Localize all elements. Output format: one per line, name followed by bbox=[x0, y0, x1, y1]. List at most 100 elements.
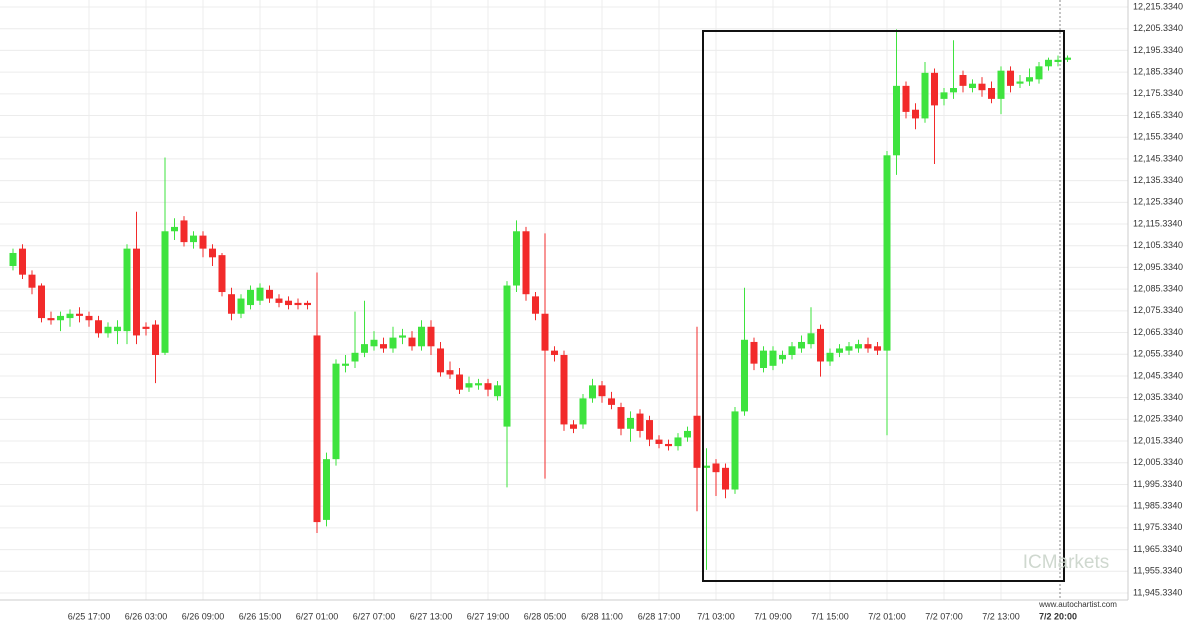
x-tick-label: 7/1 09:00 bbox=[754, 611, 792, 621]
y-tick-label: 11,965.3340 bbox=[1133, 544, 1182, 554]
candle-body bbox=[38, 285, 45, 319]
candle-body bbox=[798, 341, 805, 349]
candle-body bbox=[731, 411, 739, 490]
candle-body bbox=[351, 352, 359, 362]
y-tick-label: 12,105.3340 bbox=[1133, 240, 1183, 250]
candle-body bbox=[171, 226, 178, 232]
candle-body bbox=[807, 333, 815, 345]
y-tick-label: 12,115.3340 bbox=[1133, 218, 1182, 228]
candle-body bbox=[712, 463, 720, 473]
candle-body bbox=[503, 285, 511, 427]
candle-body bbox=[969, 83, 976, 89]
x-tick-label: 6/27 19:00 bbox=[467, 611, 510, 621]
candle-body bbox=[855, 344, 862, 349]
candle-body bbox=[1016, 81, 1024, 84]
candle-body bbox=[627, 417, 634, 429]
candle-body bbox=[532, 296, 539, 314]
y-tick-label: 12,195.3340 bbox=[1133, 45, 1183, 55]
candle-body bbox=[484, 383, 492, 390]
x-tick-label: 6/26 03:00 bbox=[125, 611, 168, 621]
candle-body bbox=[978, 83, 986, 91]
x-tick-label: 7/1 15:00 bbox=[811, 611, 849, 621]
candle-body bbox=[579, 398, 587, 425]
candle-body bbox=[380, 344, 387, 349]
watermark: ICMarkets bbox=[1023, 552, 1110, 573]
candle-body bbox=[66, 313, 74, 319]
candle-body bbox=[883, 155, 891, 351]
candle-body bbox=[608, 398, 615, 405]
candle-body bbox=[959, 75, 967, 86]
candle-body bbox=[123, 248, 131, 332]
candle-body bbox=[750, 341, 758, 364]
candle-body bbox=[570, 424, 577, 429]
candle-body bbox=[598, 385, 606, 397]
candle-body bbox=[361, 344, 368, 353]
candle-body bbox=[28, 274, 36, 288]
candle-body bbox=[228, 294, 235, 314]
candle-body bbox=[769, 350, 777, 366]
candle-body bbox=[655, 439, 663, 444]
candle-body bbox=[275, 298, 283, 303]
candle-body bbox=[9, 252, 17, 266]
source: www.autochartist.com bbox=[1038, 600, 1117, 609]
y-tick-label: 12,165.3340 bbox=[1133, 110, 1183, 120]
y-tick-label: 12,215.3340 bbox=[1133, 1, 1183, 11]
candle-body bbox=[446, 370, 454, 375]
candle-body bbox=[988, 88, 995, 99]
candle-body bbox=[912, 109, 919, 119]
y-tick-label: 12,095.3340 bbox=[1133, 262, 1183, 272]
candle-body bbox=[114, 326, 121, 332]
candle-body bbox=[218, 255, 226, 293]
candle-body bbox=[788, 346, 796, 355]
x-tick-label: 7/2 01:00 bbox=[868, 611, 906, 621]
y-tick-label: 11,955.3340 bbox=[1133, 566, 1182, 576]
grid bbox=[0, 0, 1128, 600]
candle-body bbox=[893, 85, 900, 156]
y-tick-label: 11,995.3340 bbox=[1133, 479, 1182, 489]
x-tick-label: 7/2 13:00 bbox=[982, 611, 1020, 621]
x-tick-label: 6/26 15:00 bbox=[239, 611, 282, 621]
candle-body bbox=[1054, 59, 1062, 62]
candle-body bbox=[1007, 70, 1014, 86]
candle-body bbox=[76, 313, 83, 316]
candle-body bbox=[57, 315, 64, 321]
x-tick-label: 6/25 17:00 bbox=[68, 611, 111, 621]
y-tick-label: 12,175.3340 bbox=[1133, 88, 1183, 98]
candle-body bbox=[190, 235, 197, 243]
x-tick-label: 6/28 17:00 bbox=[638, 611, 681, 621]
y-tick-label: 12,205.3340 bbox=[1133, 23, 1183, 33]
candle-body bbox=[845, 346, 853, 351]
candle-body bbox=[323, 459, 330, 520]
y-tick-label: 11,975.3340 bbox=[1133, 522, 1182, 532]
x-tick-label: 6/27 01:00 bbox=[296, 611, 339, 621]
candle-body bbox=[646, 420, 653, 440]
candle-body bbox=[313, 335, 321, 523]
candle-body bbox=[617, 407, 625, 429]
candle-body bbox=[779, 354, 786, 360]
candle-body bbox=[589, 385, 596, 399]
y-tick-label: 12,005.3340 bbox=[1133, 457, 1183, 467]
y-tick-label: 12,135.3340 bbox=[1133, 175, 1183, 185]
candle-body bbox=[437, 348, 444, 373]
candle-body bbox=[1064, 57, 1071, 60]
candle-body bbox=[1026, 77, 1033, 82]
candle-body bbox=[636, 413, 644, 431]
candle-body bbox=[997, 70, 1005, 99]
candle-body bbox=[342, 363, 349, 366]
candle-body bbox=[684, 430, 691, 438]
candle-body bbox=[1035, 66, 1043, 80]
candle-body bbox=[180, 220, 188, 243]
x-tick-label: 7/2 20:00 bbox=[1039, 611, 1077, 621]
pattern-box bbox=[702, 30, 1065, 582]
candle-body bbox=[152, 324, 159, 355]
candle-body bbox=[370, 339, 378, 347]
candle-body bbox=[209, 248, 216, 258]
candle-body bbox=[703, 465, 710, 468]
candle-body bbox=[247, 289, 254, 306]
candle-body bbox=[902, 85, 910, 112]
candle-body bbox=[142, 326, 150, 329]
y-tick-label: 12,035.3340 bbox=[1133, 392, 1183, 402]
x-tick-label: 6/28 11:00 bbox=[581, 611, 623, 621]
candle-body bbox=[475, 383, 482, 386]
